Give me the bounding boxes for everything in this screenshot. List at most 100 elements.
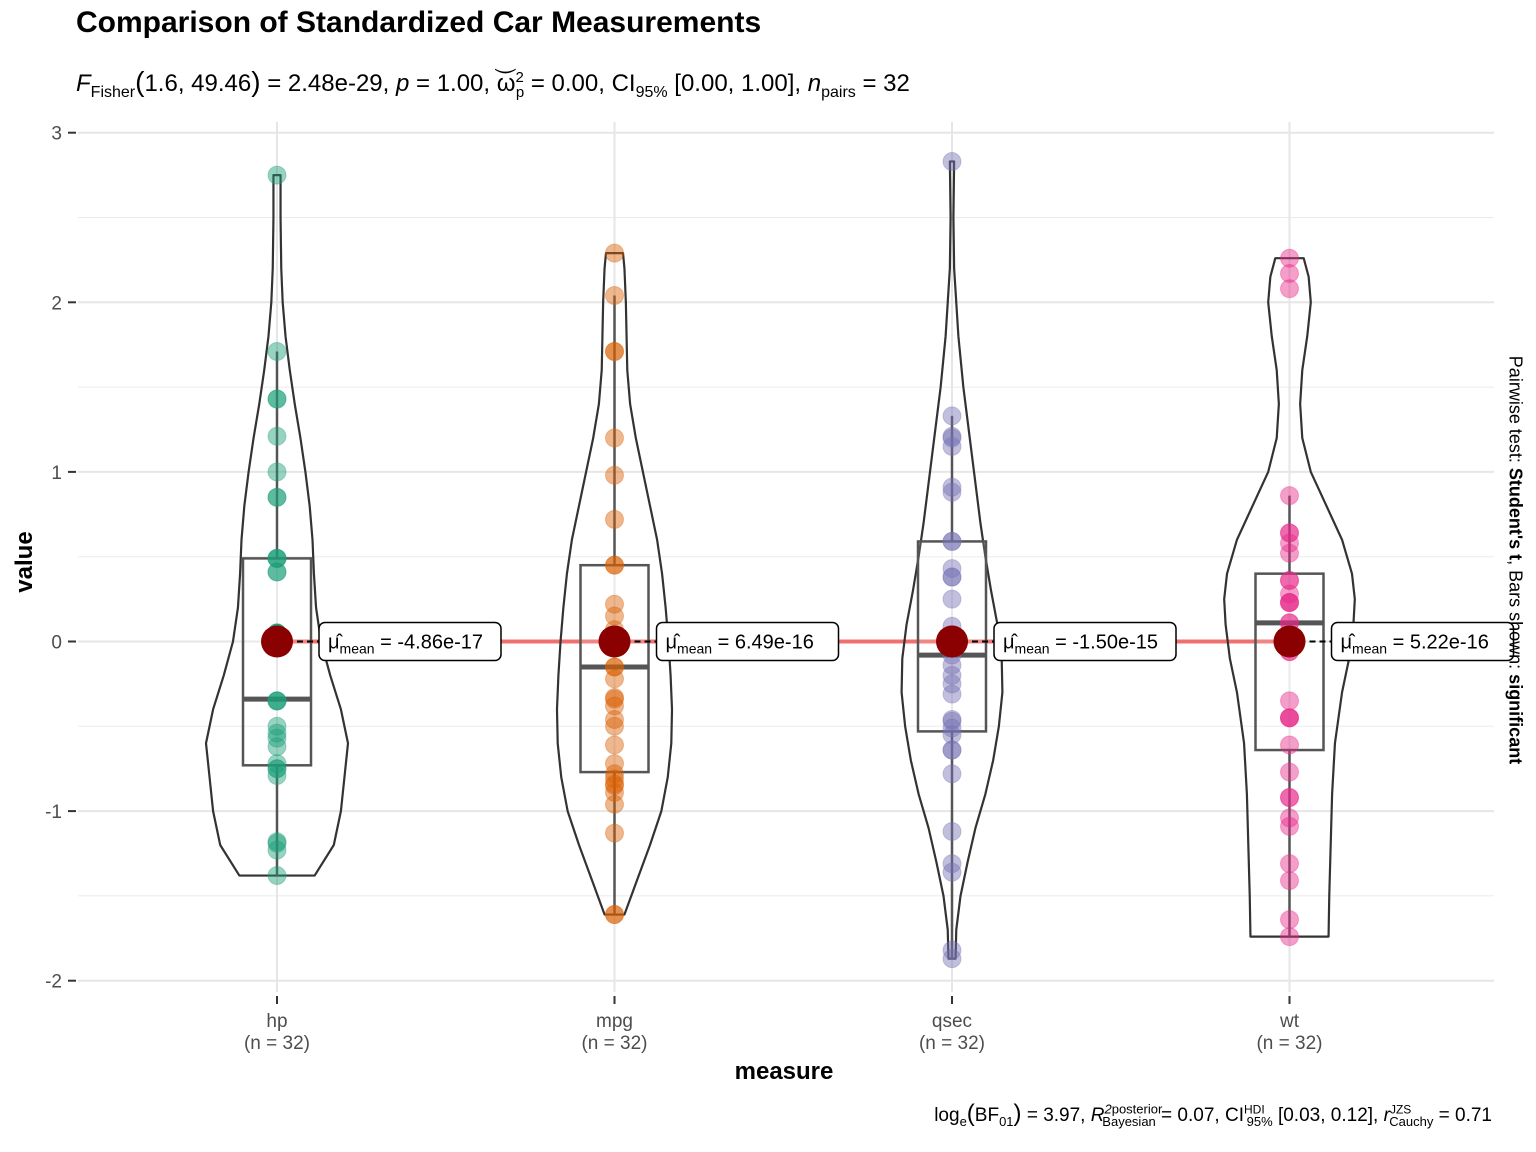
data-point (605, 555, 624, 575)
data-point (942, 710, 962, 730)
data-point (267, 389, 287, 409)
data-point (267, 728, 287, 748)
data-point (942, 531, 962, 551)
data-point (267, 759, 287, 779)
x-tick-count: (n = 32) (1256, 1033, 1322, 1054)
data-point (267, 840, 287, 860)
data-point (267, 487, 287, 507)
data-point (267, 426, 287, 446)
data-point (267, 165, 287, 185)
data-point (942, 862, 962, 882)
data-point (605, 687, 624, 707)
mean-label-text: μ̂mean = 6.49e-16 (666, 632, 814, 657)
box-wt (1254, 572, 1325, 752)
data-point (1280, 808, 1299, 828)
x-tick-label: hp (266, 1011, 287, 1032)
data-point (942, 940, 962, 960)
mean-label-box (655, 621, 840, 662)
data-point (605, 606, 624, 626)
y-tick-label: -2 (45, 972, 62, 993)
data-point (267, 548, 287, 568)
x-tick-count: (n = 32) (919, 1033, 985, 1054)
data-point (1280, 927, 1299, 947)
chart-subtitle: FFisher(1.6, 49.46) = 2.48e-29, p = 1.00… (76, 47, 910, 101)
data-point (942, 559, 962, 579)
violins (204, 160, 1356, 960)
data-point (942, 531, 962, 551)
data-point (267, 737, 287, 757)
data-point (1280, 708, 1299, 728)
box-hp (241, 557, 313, 767)
mean-label-box (318, 621, 502, 662)
data-point (1280, 788, 1299, 808)
data-point (942, 718, 962, 738)
data-point (1280, 762, 1299, 782)
y-tick-label: 3 (51, 124, 62, 145)
data-point (267, 754, 287, 774)
data-point (1280, 592, 1299, 612)
chart-title: Comparison of Standardized Car Measureme… (76, 6, 762, 39)
data-points (267, 152, 1299, 969)
mean-label-text: μ̂mean = -1.50e-15 (1003, 632, 1158, 657)
data-point (605, 509, 624, 529)
data-point (605, 769, 624, 789)
data-point (942, 426, 962, 446)
data-point (605, 428, 624, 448)
data-point (1280, 570, 1299, 590)
data-point (605, 782, 624, 802)
data-point (942, 567, 962, 587)
data-point (267, 833, 287, 853)
data-point (605, 905, 624, 925)
data-point (1280, 486, 1299, 506)
data-point (605, 754, 624, 774)
data-point (1280, 570, 1299, 590)
mean-marker (936, 625, 968, 658)
data-point (942, 567, 962, 587)
x-tick-label: wt (1279, 1011, 1300, 1032)
data-point (605, 657, 624, 677)
data-point (942, 482, 962, 502)
mean-label-box (1330, 621, 1515, 662)
data-point (1280, 584, 1299, 604)
data-point (605, 710, 624, 730)
data-point (942, 854, 962, 874)
data-point (267, 691, 287, 711)
data-point (1280, 592, 1299, 612)
data-point (1280, 263, 1299, 283)
chart-caption: loge(BF01) = 3.97, R2posteriorBayesian =… (934, 1100, 1492, 1129)
violin-qsec (900, 160, 1004, 960)
data-point (942, 436, 962, 456)
data-point (605, 341, 624, 361)
data-point (267, 341, 287, 361)
data-point (605, 669, 624, 689)
data-point (1280, 592, 1299, 612)
data-point (605, 341, 624, 361)
data-point (1280, 735, 1299, 755)
data-point (267, 691, 287, 711)
data-point (942, 711, 962, 731)
data-point (1280, 708, 1299, 728)
data-point (942, 406, 962, 426)
y-tick-label: 1 (51, 463, 62, 484)
data-point (605, 657, 624, 677)
data-point (605, 735, 624, 755)
boxplots (241, 295, 1325, 959)
data-point (1280, 248, 1299, 268)
data-point (267, 765, 287, 785)
y-tick-label: 2 (51, 293, 62, 314)
x-tick-label: mpg (596, 1011, 633, 1032)
data-point (942, 725, 962, 745)
data-point (1280, 854, 1299, 874)
data-point (605, 689, 624, 709)
violin-mpg (555, 252, 674, 916)
data-point (942, 764, 962, 784)
y-axis-label: value (11, 531, 38, 592)
data-point (942, 684, 962, 704)
x-tick-count: (n = 32) (244, 1033, 310, 1054)
mean-markers: μ̂mean = -4.86e-17 μ̂mean = 6.49e-16 μ̂mea… (261, 621, 1515, 662)
data-point (267, 548, 287, 568)
data-point (1280, 910, 1299, 930)
x-tick-count: (n = 32) (581, 1033, 647, 1054)
